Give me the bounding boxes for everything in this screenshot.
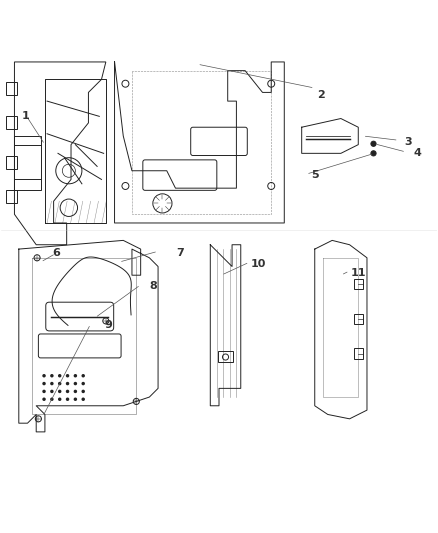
Circle shape (371, 151, 376, 156)
Circle shape (371, 141, 376, 147)
Circle shape (81, 398, 85, 401)
Circle shape (74, 382, 77, 385)
Bar (6, 116, 17, 130)
Circle shape (74, 398, 77, 401)
Circle shape (58, 398, 61, 401)
Text: 10: 10 (251, 260, 266, 269)
Circle shape (81, 374, 85, 377)
Bar (354, 279, 363, 289)
Circle shape (42, 390, 46, 393)
Text: 5: 5 (311, 170, 318, 180)
Text: 4: 4 (413, 148, 421, 158)
Circle shape (58, 382, 61, 385)
Circle shape (42, 374, 46, 377)
Circle shape (58, 374, 61, 377)
Circle shape (66, 382, 69, 385)
Bar (6, 190, 17, 204)
Circle shape (81, 390, 85, 393)
Text: 3: 3 (405, 138, 412, 148)
Circle shape (50, 374, 53, 377)
Text: 7: 7 (176, 248, 184, 259)
Circle shape (50, 398, 53, 401)
Text: 2: 2 (318, 90, 325, 100)
Text: 6: 6 (52, 248, 60, 259)
Bar (354, 313, 363, 324)
Text: 9: 9 (104, 320, 112, 330)
Circle shape (74, 390, 77, 393)
Circle shape (42, 382, 46, 385)
Circle shape (58, 390, 61, 393)
Bar (6, 156, 17, 168)
Bar (14, 136, 41, 190)
Circle shape (50, 390, 53, 393)
Bar (6, 82, 17, 94)
Circle shape (66, 390, 69, 393)
Circle shape (81, 382, 85, 385)
Text: 8: 8 (150, 281, 158, 291)
Circle shape (50, 382, 53, 385)
Circle shape (42, 398, 46, 401)
Circle shape (66, 374, 69, 377)
Circle shape (74, 374, 77, 377)
Bar (218, 351, 233, 362)
Bar (354, 349, 363, 359)
Text: 11: 11 (350, 268, 366, 278)
Text: 1: 1 (21, 111, 29, 122)
Circle shape (66, 398, 69, 401)
